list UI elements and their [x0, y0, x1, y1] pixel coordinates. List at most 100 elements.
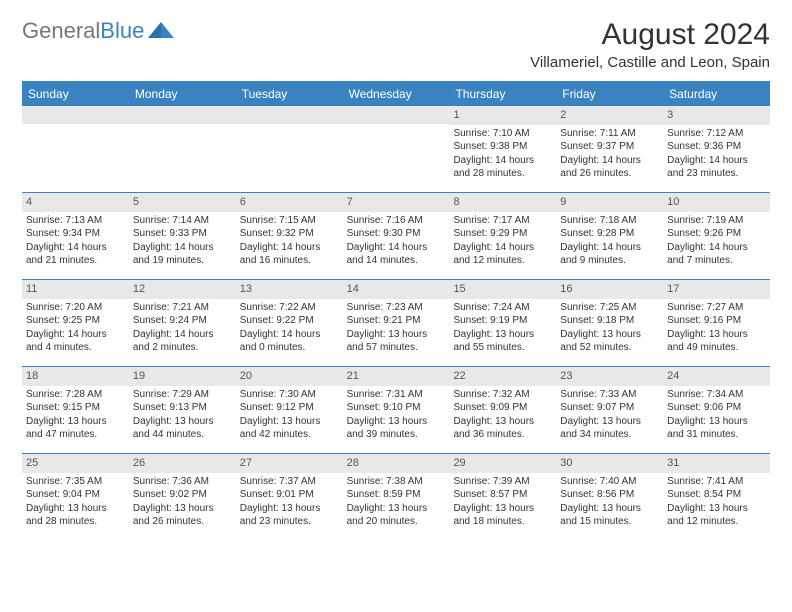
day-details: Sunrise: 7:24 AMSunset: 9:19 PMDaylight:… [449, 299, 556, 359]
day-cell: 5Sunrise: 7:14 AMSunset: 9:33 PMDaylight… [129, 193, 236, 279]
daylight-line: Daylight: 13 hours and 12 minutes. [667, 502, 766, 529]
day-number: 19 [129, 367, 236, 386]
sunrise-line: Sunrise: 7:25 AM [560, 301, 659, 315]
week-row: 4Sunrise: 7:13 AMSunset: 9:34 PMDaylight… [22, 192, 770, 279]
sunrise-line: Sunrise: 7:21 AM [133, 301, 232, 315]
daylight-line: Daylight: 13 hours and 18 minutes. [453, 502, 552, 529]
day-number: 1 [449, 106, 556, 125]
day-cell: 30Sunrise: 7:40 AMSunset: 8:56 PMDayligh… [556, 454, 663, 540]
sunrise-line: Sunrise: 7:17 AM [453, 214, 552, 228]
day-number: 30 [556, 454, 663, 473]
day-details: Sunrise: 7:41 AMSunset: 8:54 PMDaylight:… [663, 473, 770, 533]
weekday-header: Wednesday [343, 83, 450, 105]
day-details: Sunrise: 7:37 AMSunset: 9:01 PMDaylight:… [236, 473, 343, 533]
sunrise-line: Sunrise: 7:10 AM [453, 127, 552, 141]
day-details: Sunrise: 7:30 AMSunset: 9:12 PMDaylight:… [236, 386, 343, 446]
day-number: 14 [343, 280, 450, 299]
day-cell [236, 106, 343, 192]
day-cell: 3Sunrise: 7:12 AMSunset: 9:36 PMDaylight… [663, 106, 770, 192]
day-cell: 26Sunrise: 7:36 AMSunset: 9:02 PMDayligh… [129, 454, 236, 540]
day-cell: 28Sunrise: 7:38 AMSunset: 8:59 PMDayligh… [343, 454, 450, 540]
day-number: 24 [663, 367, 770, 386]
sunrise-line: Sunrise: 7:12 AM [667, 127, 766, 141]
sunrise-line: Sunrise: 7:38 AM [347, 475, 446, 489]
day-cell: 16Sunrise: 7:25 AMSunset: 9:18 PMDayligh… [556, 280, 663, 366]
sunrise-line: Sunrise: 7:27 AM [667, 301, 766, 315]
sunrise-line: Sunrise: 7:28 AM [26, 388, 125, 402]
day-details: Sunrise: 7:33 AMSunset: 9:07 PMDaylight:… [556, 386, 663, 446]
day-number: 15 [449, 280, 556, 299]
day-details: Sunrise: 7:29 AMSunset: 9:13 PMDaylight:… [129, 386, 236, 446]
calendar: SundayMondayTuesdayWednesdayThursdayFrid… [22, 81, 770, 540]
daylight-line: Daylight: 13 hours and 55 minutes. [453, 328, 552, 355]
sunset-line: Sunset: 9:22 PM [240, 314, 339, 328]
sunset-line: Sunset: 9:24 PM [133, 314, 232, 328]
day-details: Sunrise: 7:17 AMSunset: 9:29 PMDaylight:… [449, 212, 556, 272]
day-number: 29 [449, 454, 556, 473]
week-row: 1Sunrise: 7:10 AMSunset: 9:38 PMDaylight… [22, 105, 770, 192]
day-cell: 9Sunrise: 7:18 AMSunset: 9:28 PMDaylight… [556, 193, 663, 279]
day-number: 12 [129, 280, 236, 299]
sunrise-line: Sunrise: 7:18 AM [560, 214, 659, 228]
day-details: Sunrise: 7:31 AMSunset: 9:10 PMDaylight:… [343, 386, 450, 446]
day-details: Sunrise: 7:39 AMSunset: 8:57 PMDaylight:… [449, 473, 556, 533]
day-details: Sunrise: 7:34 AMSunset: 9:06 PMDaylight:… [663, 386, 770, 446]
day-cell: 31Sunrise: 7:41 AMSunset: 8:54 PMDayligh… [663, 454, 770, 540]
sunset-line: Sunset: 9:01 PM [240, 488, 339, 502]
logo-triangle-icon [148, 18, 174, 44]
day-details: Sunrise: 7:23 AMSunset: 9:21 PMDaylight:… [343, 299, 450, 359]
sunrise-line: Sunrise: 7:35 AM [26, 475, 125, 489]
day-cell: 12Sunrise: 7:21 AMSunset: 9:24 PMDayligh… [129, 280, 236, 366]
day-number: 4 [22, 193, 129, 212]
day-cell: 18Sunrise: 7:28 AMSunset: 9:15 PMDayligh… [22, 367, 129, 453]
week-row: 11Sunrise: 7:20 AMSunset: 9:25 PMDayligh… [22, 279, 770, 366]
day-number: 28 [343, 454, 450, 473]
day-details: Sunrise: 7:10 AMSunset: 9:38 PMDaylight:… [449, 125, 556, 185]
daylight-line: Daylight: 13 hours and 28 minutes. [26, 502, 125, 529]
daylight-line: Daylight: 13 hours and 39 minutes. [347, 415, 446, 442]
sunset-line: Sunset: 9:37 PM [560, 140, 659, 154]
sunrise-line: Sunrise: 7:19 AM [667, 214, 766, 228]
daylight-line: Daylight: 13 hours and 31 minutes. [667, 415, 766, 442]
sunset-line: Sunset: 9:34 PM [26, 227, 125, 241]
sunset-line: Sunset: 9:30 PM [347, 227, 446, 241]
day-details: Sunrise: 7:13 AMSunset: 9:34 PMDaylight:… [22, 212, 129, 272]
day-cell: 25Sunrise: 7:35 AMSunset: 9:04 PMDayligh… [22, 454, 129, 540]
day-details: Sunrise: 7:14 AMSunset: 9:33 PMDaylight:… [129, 212, 236, 272]
header: GeneralBlue August 2024 Villameriel, Cas… [22, 18, 770, 71]
day-number: 25 [22, 454, 129, 473]
sunset-line: Sunset: 9:38 PM [453, 140, 552, 154]
daylight-line: Daylight: 14 hours and 21 minutes. [26, 241, 125, 268]
weekday-header-row: SundayMondayTuesdayWednesdayThursdayFrid… [22, 83, 770, 105]
day-number: 13 [236, 280, 343, 299]
day-cell: 19Sunrise: 7:29 AMSunset: 9:13 PMDayligh… [129, 367, 236, 453]
day-cell: 23Sunrise: 7:33 AMSunset: 9:07 PMDayligh… [556, 367, 663, 453]
daylight-line: Daylight: 13 hours and 20 minutes. [347, 502, 446, 529]
daylight-line: Daylight: 14 hours and 9 minutes. [560, 241, 659, 268]
daylight-line: Daylight: 13 hours and 15 minutes. [560, 502, 659, 529]
sunset-line: Sunset: 9:15 PM [26, 401, 125, 415]
sunrise-line: Sunrise: 7:14 AM [133, 214, 232, 228]
day-details: Sunrise: 7:27 AMSunset: 9:16 PMDaylight:… [663, 299, 770, 359]
day-cell: 14Sunrise: 7:23 AMSunset: 9:21 PMDayligh… [343, 280, 450, 366]
week-row: 18Sunrise: 7:28 AMSunset: 9:15 PMDayligh… [22, 366, 770, 453]
sunset-line: Sunset: 9:12 PM [240, 401, 339, 415]
day-details: Sunrise: 7:12 AMSunset: 9:36 PMDaylight:… [663, 125, 770, 185]
week-row: 25Sunrise: 7:35 AMSunset: 9:04 PMDayligh… [22, 453, 770, 540]
daylight-line: Daylight: 14 hours and 28 minutes. [453, 154, 552, 181]
day-number: 10 [663, 193, 770, 212]
sunrise-line: Sunrise: 7:33 AM [560, 388, 659, 402]
day-details: Sunrise: 7:38 AMSunset: 8:59 PMDaylight:… [343, 473, 450, 533]
daylight-line: Daylight: 13 hours and 23 minutes. [240, 502, 339, 529]
daylight-line: Daylight: 13 hours and 36 minutes. [453, 415, 552, 442]
sunset-line: Sunset: 9:13 PM [133, 401, 232, 415]
brand-logo: GeneralBlue [22, 18, 174, 44]
day-cell: 21Sunrise: 7:31 AMSunset: 9:10 PMDayligh… [343, 367, 450, 453]
day-number: 2 [556, 106, 663, 125]
sunset-line: Sunset: 9:21 PM [347, 314, 446, 328]
day-number: 9 [556, 193, 663, 212]
day-details: Sunrise: 7:18 AMSunset: 9:28 PMDaylight:… [556, 212, 663, 272]
sunset-line: Sunset: 9:06 PM [667, 401, 766, 415]
sunset-line: Sunset: 9:07 PM [560, 401, 659, 415]
day-number: 21 [343, 367, 450, 386]
